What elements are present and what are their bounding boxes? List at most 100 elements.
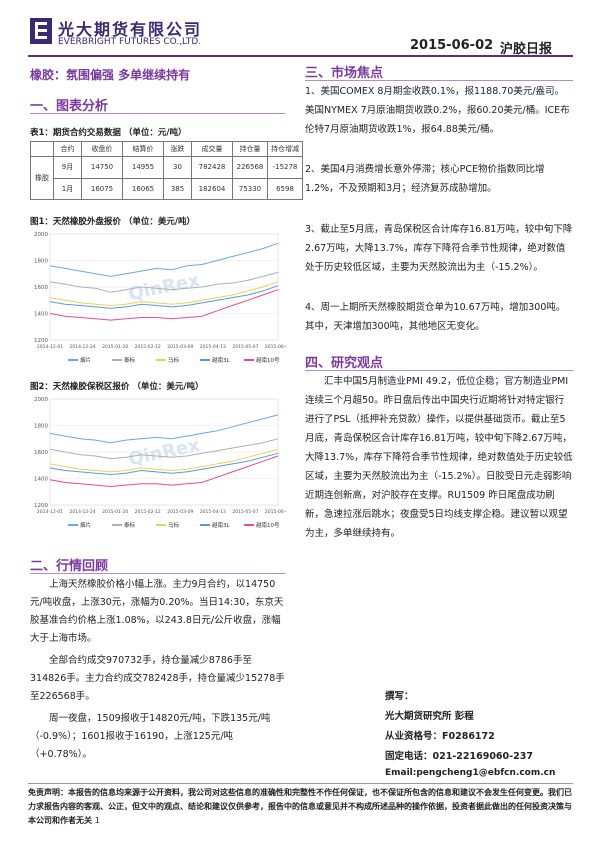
x-tick-label: 2015-04-13: [200, 509, 226, 515]
x-tick-label: 2015-01-20: [102, 509, 128, 515]
author-phone: 固定电话：021-22169060-237: [385, 751, 533, 762]
legend-label: 越南3L: [212, 356, 230, 364]
market-focus-item: 4、周一上期所天然橡胶期货仓单为10.67万吨，增加300吨。其中，天津增加30…: [305, 302, 566, 332]
table-cell: 226568: [232, 156, 268, 179]
table-header-cell: 持仓增减: [267, 141, 303, 157]
table-header-cell: 结算价: [122, 141, 164, 157]
section-divider: [305, 370, 573, 371]
legend-label: 泰标: [124, 356, 136, 364]
y-tick-label: 1200: [34, 338, 48, 344]
section-divider: [305, 80, 573, 81]
research-view-paragraph: 汇丰中国5月制造业PMI 49.2，低位企稳；官方制造业PMI连续三个月超50。…: [305, 376, 573, 539]
report-title: 沪胶日报: [500, 42, 553, 57]
table-row-label: 橡胶: [30, 156, 54, 200]
table-row: 1月 16075 16065 385 182604 75330 6598: [31, 177, 303, 200]
table-cell: 385: [163, 177, 192, 200]
table-cell: 75330: [232, 177, 268, 200]
disclaimer: 免责声明：本报告的信息均来源于公开资料，我公司对这些信息的准确性和完整性不作任何…: [28, 783, 573, 828]
headline: 橡胶：氛围偏强 多单继续持有: [30, 68, 191, 82]
author-license: 从业资格号：F0286172: [385, 731, 495, 742]
table-header-cell: 持仓量: [232, 141, 268, 157]
section-divider: [30, 573, 285, 574]
series-line: [49, 289, 279, 321]
table-header-cell: 成交量: [191, 141, 233, 157]
legend-label: 越南10号: [256, 521, 280, 529]
chart2-caption: 图2：天然橡胶保税区报价 （单位：美元/吨）: [30, 382, 204, 392]
table-cell: 9月: [53, 156, 82, 179]
series-line: [49, 448, 279, 473]
market-review-paragraph: 全部合约成交970732手，持仓量减少8786手至314826手。主力合约成交7…: [30, 655, 285, 702]
table-cell: -15278: [267, 156, 303, 179]
x-tick-label: 2014-12-24: [69, 344, 95, 350]
x-tick-label: 2015-06-01: [265, 344, 286, 350]
y-tick-label: 2000: [34, 232, 48, 238]
section-research-view: 四、研究观点: [305, 356, 384, 371]
x-tick-label: 2015-02-12: [135, 344, 161, 350]
table-header-cell: 涨跌: [163, 141, 192, 157]
series-line: [49, 281, 279, 307]
table-header-row: 合约 收盘价 结算价 涨跌 成交量 持仓量 持仓增减: [30, 141, 303, 157]
author-name: 光大期货研究所 彭程: [385, 711, 474, 722]
series-line: [49, 242, 279, 277]
report-date: 2015-06-02: [410, 38, 494, 53]
market-review-paragraph: 上海天然橡胶价格小幅上涨。主力9月合约，以14750元/吨收盘，上涨30元，涨幅…: [30, 579, 284, 644]
x-tick-label: 2015-03-09: [167, 509, 193, 515]
legend-label: 马标: [168, 356, 180, 364]
x-tick-label: 2015-05-07: [232, 344, 258, 350]
market-focus-item: 2、美国4月消费增长意外停滞；核心PCE物价指数同比增1.2%，不及预期和3月；…: [305, 164, 545, 194]
legend-label: 烟片: [80, 521, 91, 529]
company-name-en: EVERBRIGHT FUTURES CO.,LTD.: [58, 37, 202, 47]
company-logo-icon: [30, 18, 52, 44]
series-line: [49, 438, 279, 460]
table-cell: 6598: [267, 177, 303, 200]
series-line: [49, 414, 279, 444]
x-tick-label: 2015-05-07: [232, 509, 258, 515]
y-tick-label: 1400: [34, 312, 48, 318]
x-tick-label: 2015-03-09: [167, 344, 193, 350]
section-chart-analysis: 一、图表分析: [30, 99, 109, 114]
x-tick-label: 2015-02-12: [135, 509, 161, 515]
y-tick-label: 1800: [34, 424, 48, 430]
table-cell: 14750: [81, 156, 123, 179]
table-cell: 1月: [53, 177, 82, 200]
disclaimer-text: 免责声明：本报告的信息均来源于公开资料，我公司对这些信息的准确性和完整性不作任何…: [28, 788, 572, 825]
table-cell: 14955: [122, 156, 164, 179]
page-number: 1: [94, 816, 100, 825]
market-focus-item: 1、美国COMEX 8月期金收跌0.1%，报1188.70美元/盎司。美国NYM…: [305, 86, 570, 135]
market-review-paragraph: 周一夜盘，1509报收于14820元/吨，下跌135元/吨（-0.9%）；160…: [30, 713, 271, 760]
futures-data-table: 合约 收盘价 结算价 涨跌 成交量 持仓量 持仓增减 橡胶 9月 14750 1…: [30, 141, 303, 200]
x-tick-label: 2014-12-01: [37, 344, 63, 350]
y-tick-label: 1800: [34, 259, 48, 265]
table1-caption: 表1：期货合约交易数据 （单位：元/吨）: [30, 128, 187, 138]
legend-label: 烟片: [80, 356, 91, 364]
y-tick-label: 1200: [34, 503, 48, 509]
table-cell: 182604: [191, 177, 233, 200]
table-header-cell: 收盘价: [81, 141, 123, 157]
legend-label: 马标: [168, 521, 180, 529]
market-focus-item: 3、截止至5月底，青岛保税区合计库存16.81万吨，较中旬下降2.67万吨，大降…: [305, 224, 573, 273]
chart1-caption: 图1：天然橡胶外盘报价 （单位：美元/吨）: [30, 217, 195, 227]
series-line: [49, 271, 279, 293]
company-name-cn: 光大期货有限公司: [58, 20, 203, 39]
section-market-focus: 三、市场焦点: [305, 66, 384, 81]
table-cell: 16075: [81, 177, 123, 200]
x-tick-label: 2015-04-13: [200, 344, 226, 350]
table-row: 橡胶 9月 14750 14955 30 782428 226568 -1527…: [30, 156, 303, 200]
x-tick-label: 2015-01-20: [102, 344, 128, 350]
legend-label: 泰标: [124, 521, 136, 529]
legend-label: 越南10号: [256, 356, 280, 364]
table-cell: 16065: [122, 177, 164, 200]
x-tick-label: 2015-06-01: [265, 509, 286, 515]
series-line: [49, 455, 279, 488]
x-tick-label: 2014-12-24: [69, 509, 95, 515]
legend-label: 越南3L: [212, 521, 230, 529]
table-cell: 30: [163, 156, 192, 179]
header-divider: [28, 55, 573, 57]
y-tick-label: 2000: [34, 397, 48, 403]
section-divider: [30, 113, 285, 114]
series-line: [49, 285, 279, 309]
author-email[interactable]: Email:pengcheng1@ebfcn.com.cn: [385, 768, 556, 778]
x-tick-label: 2014-12-01: [37, 509, 63, 515]
